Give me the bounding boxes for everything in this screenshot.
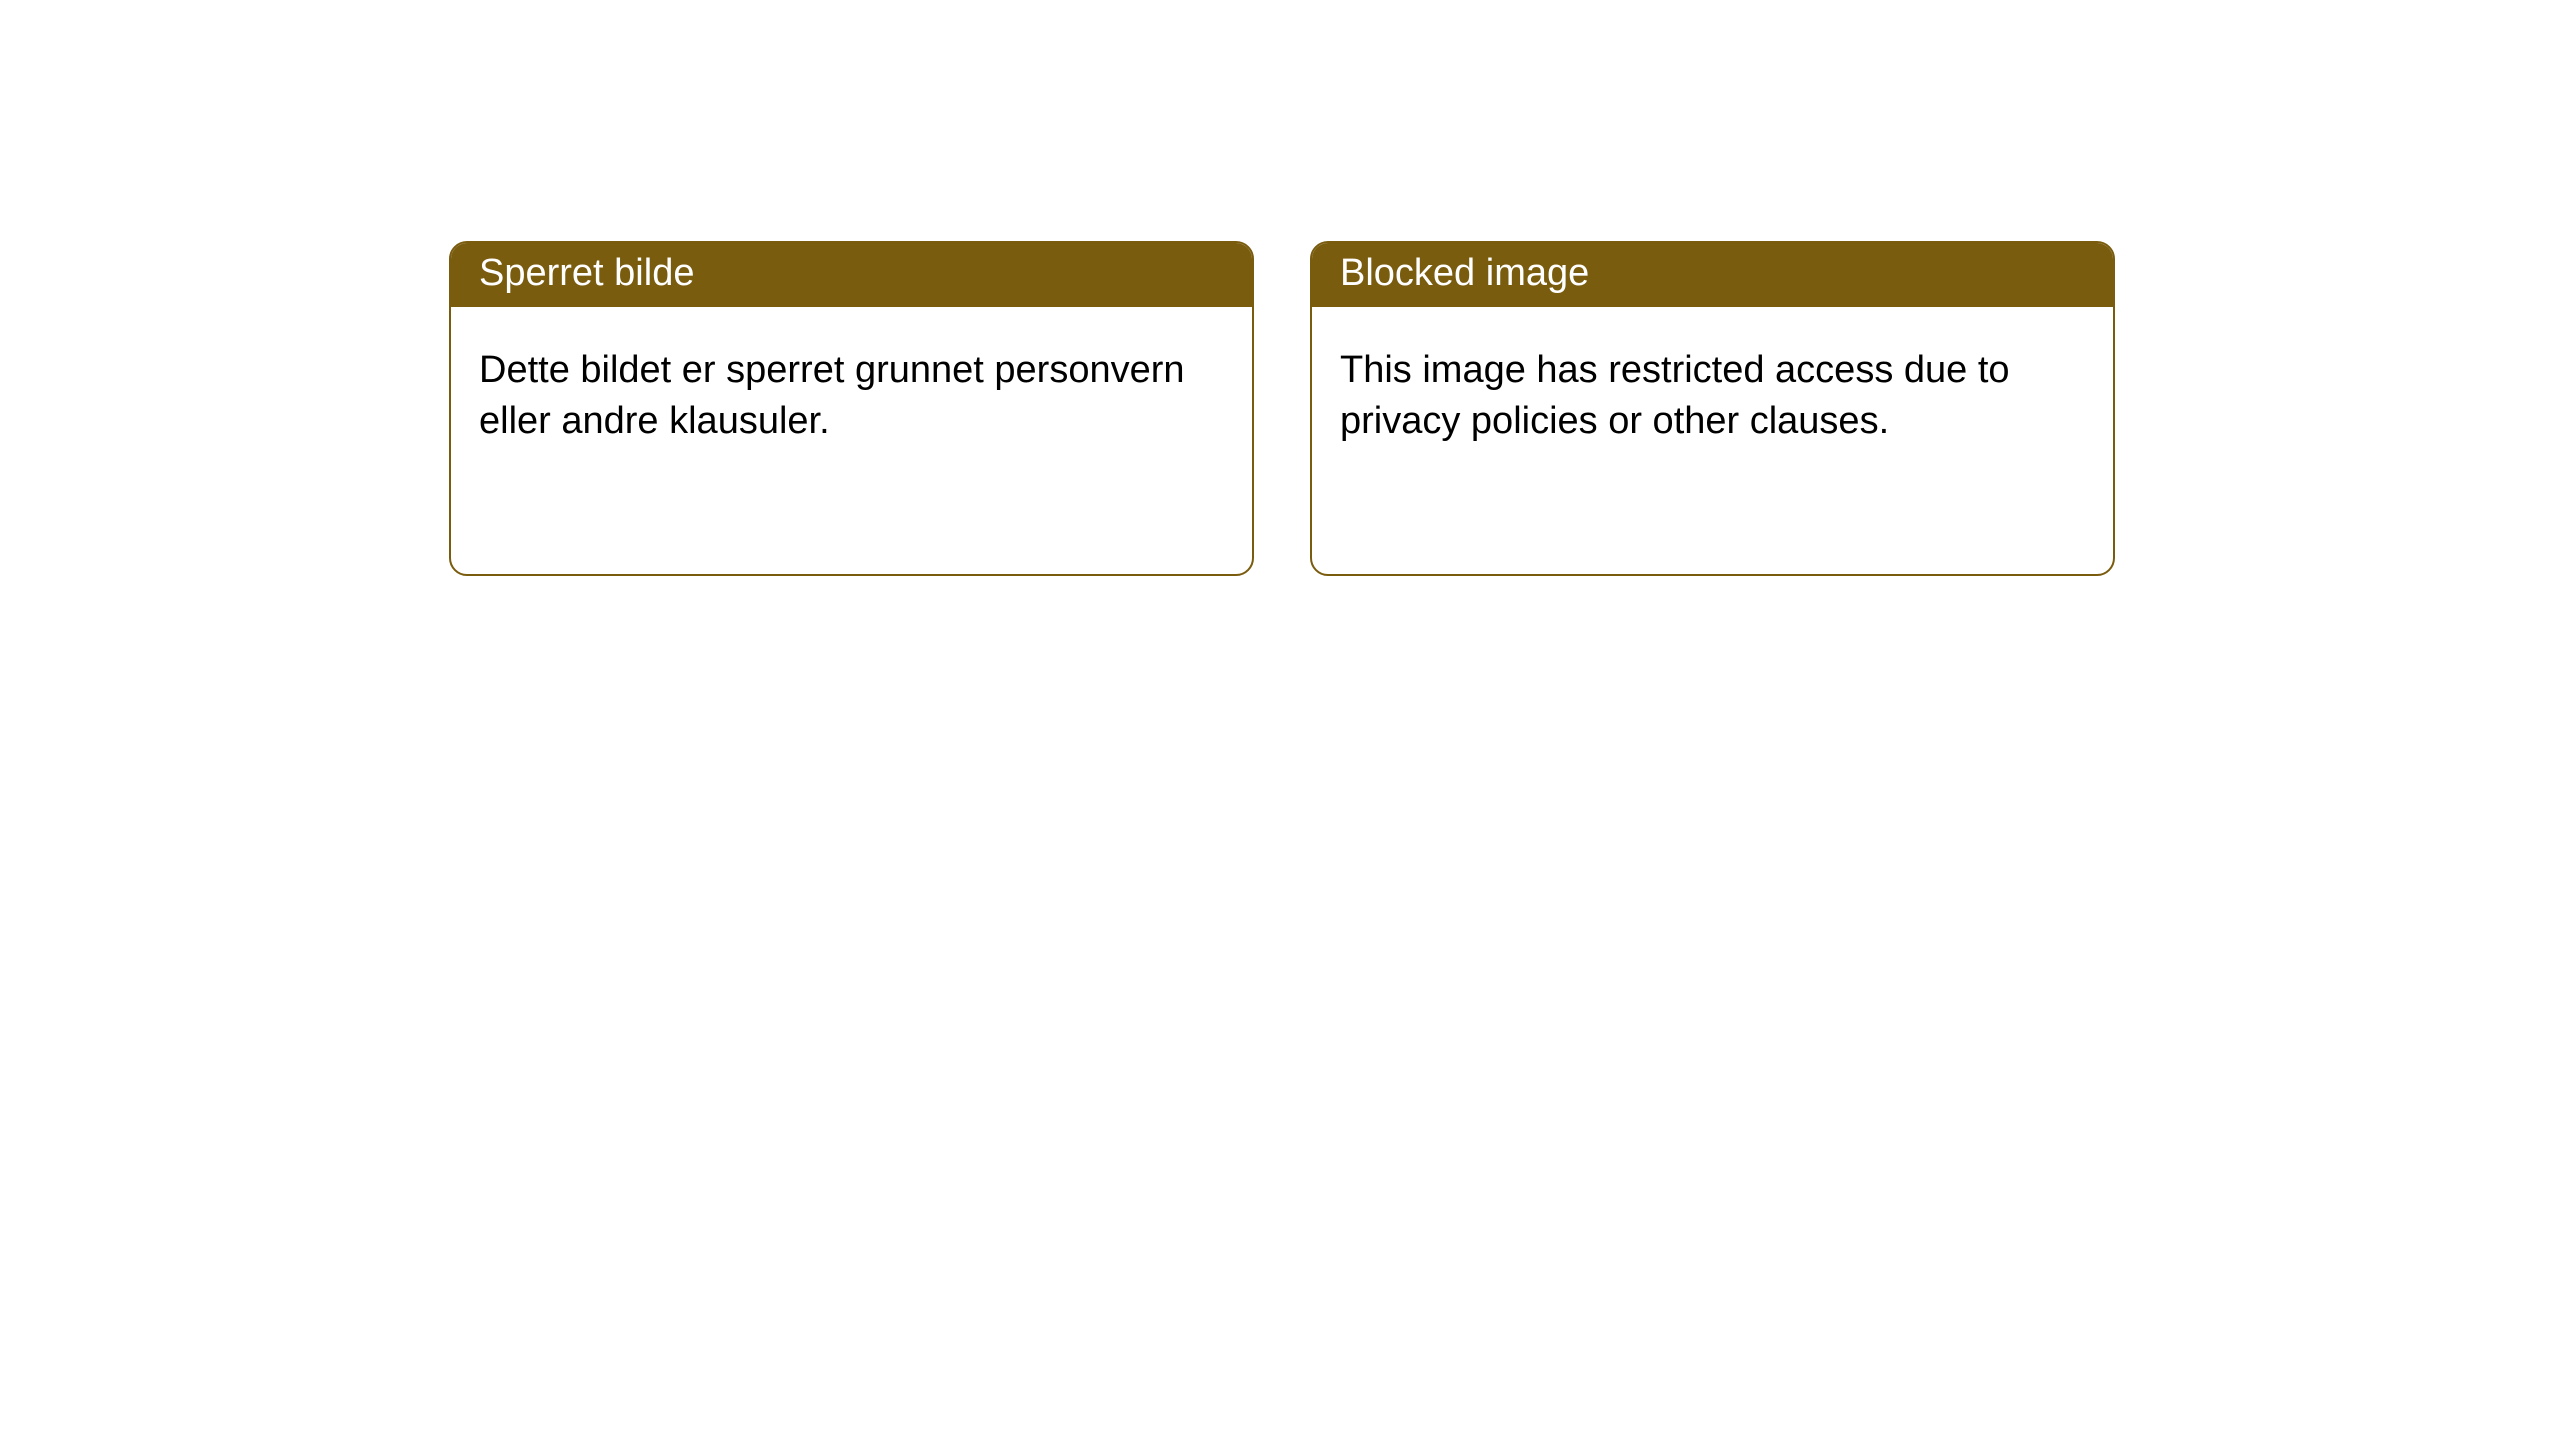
card-title: Blocked image [1312, 243, 2113, 307]
card-message: Dette bildet er sperret grunnet personve… [451, 307, 1252, 476]
blocked-image-card-no: Sperret bilde Dette bildet er sperret gr… [449, 241, 1254, 576]
card-message: This image has restricted access due to … [1312, 307, 2113, 476]
blocked-image-card-en: Blocked image This image has restricted … [1310, 241, 2115, 576]
card-title: Sperret bilde [451, 243, 1252, 307]
notice-cards-container: Sperret bilde Dette bildet er sperret gr… [0, 0, 2560, 576]
